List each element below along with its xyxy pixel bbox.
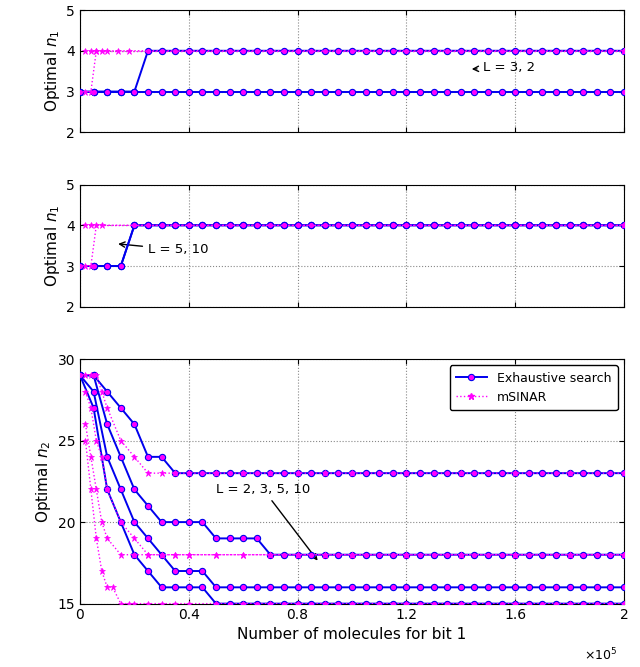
X-axis label: Number of molecules for bit 1: Number of molecules for bit 1 — [237, 627, 467, 642]
Text: L = 2, 3, 5, 10: L = 2, 3, 5, 10 — [216, 483, 317, 560]
Text: L = 3, 2: L = 3, 2 — [474, 61, 534, 75]
Y-axis label: Optimal $n_1$: Optimal $n_1$ — [44, 30, 62, 113]
Y-axis label: Optimal $n_2$: Optimal $n_2$ — [35, 440, 53, 522]
Legend: Exhaustive search, mSINAR: Exhaustive search, mSINAR — [449, 366, 618, 410]
Text: $\times 10^5$: $\times 10^5$ — [584, 647, 618, 664]
Y-axis label: Optimal $n_1$: Optimal $n_1$ — [44, 204, 62, 287]
Text: L = 5, 10: L = 5, 10 — [120, 242, 209, 256]
